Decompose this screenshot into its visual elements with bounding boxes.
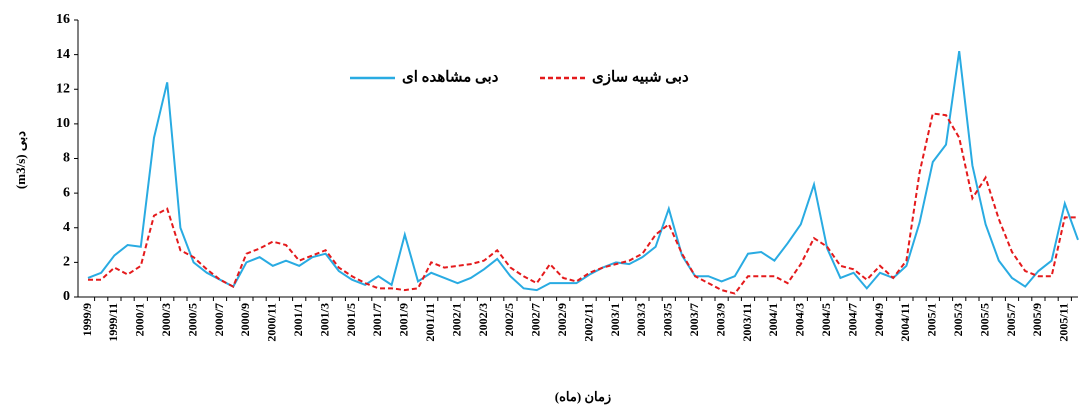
y-tick-label: 8 xyxy=(63,151,70,166)
x-tick-label: 2001/3 xyxy=(317,303,331,336)
x-tick-label: 2004/5 xyxy=(819,303,833,336)
x-tick-label: 2004/1 xyxy=(766,303,780,336)
x-tick-label: 2000/9 xyxy=(238,303,252,336)
y-tick-label: 14 xyxy=(56,47,70,62)
x-tick-label: 2003/11 xyxy=(740,303,754,342)
x-tick-label: 2003/3 xyxy=(634,303,648,336)
x-tick-label: 2004/7 xyxy=(845,303,859,336)
y-tick-label: 16 xyxy=(56,12,70,27)
series-line xyxy=(87,51,1079,292)
x-tick-label: 1999/11 xyxy=(106,303,120,342)
x-tick-label: 2002/3 xyxy=(476,303,490,336)
legend-label: دبی شبیه سازی xyxy=(592,69,689,85)
x-tick-label: 2002/11 xyxy=(581,303,595,342)
y-axis-title: دبی (m3/s) xyxy=(13,131,28,189)
x-tick-label: 2000/5 xyxy=(185,303,199,336)
y-tick-label: 0 xyxy=(63,289,70,304)
x-tick-label: 2004/11 xyxy=(898,303,912,342)
x-tick-label: 2004/9 xyxy=(872,303,886,336)
x-tick-label: 2002/5 xyxy=(502,303,516,336)
x-tick-label: 2002/7 xyxy=(529,303,543,336)
x-tick-label: 2003/1 xyxy=(608,303,622,336)
y-tick-label: 12 xyxy=(56,81,70,96)
x-tick-label: 2001/1 xyxy=(291,303,305,336)
x-tick-label: 2005/9 xyxy=(1030,303,1044,336)
x-tick-label: 2003/7 xyxy=(687,303,701,336)
y-tick-label: 10 xyxy=(56,116,70,131)
x-tick-label: 2005/11 xyxy=(1057,303,1071,342)
legend-label: دبی مشاهده ای xyxy=(402,69,499,85)
x-tick-label: 2005/5 xyxy=(977,303,991,336)
x-tick-label: 2002/1 xyxy=(449,303,463,336)
x-tick-label: 2001/7 xyxy=(370,303,384,336)
x-axis-title: زمان (ماه) xyxy=(555,389,611,405)
x-tick-label: 2001/9 xyxy=(397,303,411,336)
x-tick-label: 2005/3 xyxy=(951,303,965,336)
x-tick-label: 2000/1 xyxy=(133,303,147,336)
series-line xyxy=(88,112,1078,295)
x-tick-label: 1999/9 xyxy=(80,303,94,336)
x-tick-label: 2000/7 xyxy=(212,303,226,336)
x-tick-label: 2000/11 xyxy=(265,303,279,342)
x-tick-label: 2004/3 xyxy=(793,303,807,336)
x-tick-label: 2003/9 xyxy=(713,303,727,336)
x-tick-label: 2001/11 xyxy=(423,303,437,342)
x-tick-label: 2000/3 xyxy=(159,303,173,336)
x-tick-label: 2002/9 xyxy=(555,303,569,336)
y-tick-label: 2 xyxy=(63,255,70,270)
x-tick-label: 2005/7 xyxy=(1004,303,1018,336)
y-tick-label: 4 xyxy=(63,220,70,235)
y-tick-label: 6 xyxy=(63,185,70,200)
x-tick-label: 2005/1 xyxy=(925,303,939,336)
x-tick-label: 2001/5 xyxy=(344,303,358,336)
x-tick-label: 2003/5 xyxy=(661,303,675,336)
